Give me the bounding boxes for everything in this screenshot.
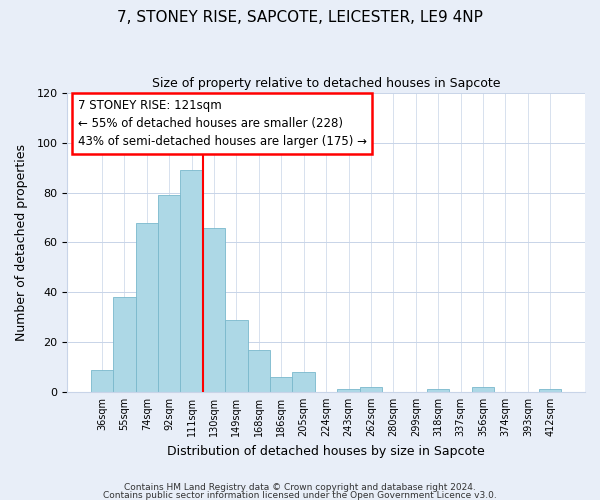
Bar — [427, 390, 449, 392]
Bar — [225, 320, 248, 392]
Bar — [181, 170, 203, 392]
Text: 7, STONEY RISE, SAPCOTE, LEICESTER, LE9 4NP: 7, STONEY RISE, SAPCOTE, LEICESTER, LE9 … — [117, 10, 483, 25]
Bar — [270, 377, 292, 392]
Bar — [248, 350, 270, 392]
Bar — [136, 222, 158, 392]
Bar — [360, 387, 382, 392]
Bar — [292, 372, 315, 392]
Y-axis label: Number of detached properties: Number of detached properties — [15, 144, 28, 341]
Text: Contains HM Land Registry data © Crown copyright and database right 2024.: Contains HM Land Registry data © Crown c… — [124, 484, 476, 492]
Text: 7 STONEY RISE: 121sqm
← 55% of detached houses are smaller (228)
43% of semi-det: 7 STONEY RISE: 121sqm ← 55% of detached … — [77, 99, 367, 148]
Bar — [539, 390, 562, 392]
Title: Size of property relative to detached houses in Sapcote: Size of property relative to detached ho… — [152, 78, 500, 90]
Bar — [203, 228, 225, 392]
Text: Contains public sector information licensed under the Open Government Licence v3: Contains public sector information licen… — [103, 490, 497, 500]
X-axis label: Distribution of detached houses by size in Sapcote: Distribution of detached houses by size … — [167, 444, 485, 458]
Bar — [113, 298, 136, 392]
Bar — [472, 387, 494, 392]
Bar — [337, 390, 360, 392]
Bar — [158, 195, 181, 392]
Bar — [91, 370, 113, 392]
